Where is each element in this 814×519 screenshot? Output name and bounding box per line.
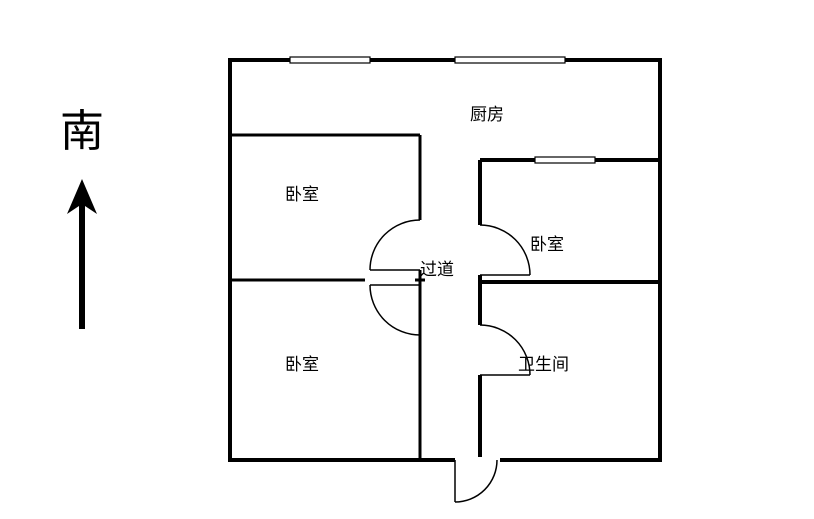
room-label-kitchen: 厨房 bbox=[470, 100, 504, 125]
north-arrow-icon bbox=[62, 179, 102, 329]
room-label-bedroom-bl: 卧室 bbox=[285, 350, 319, 375]
floorplan bbox=[220, 50, 680, 515]
compass-label: 南 bbox=[60, 95, 104, 159]
room-label-bathroom: 卫生间 bbox=[518, 350, 569, 375]
room-label-corridor: 过道 bbox=[420, 255, 454, 280]
compass: 南 bbox=[60, 95, 104, 329]
room-label-bedroom-r: 卧室 bbox=[530, 230, 564, 255]
room-label-bedroom-tl: 卧室 bbox=[285, 180, 319, 205]
